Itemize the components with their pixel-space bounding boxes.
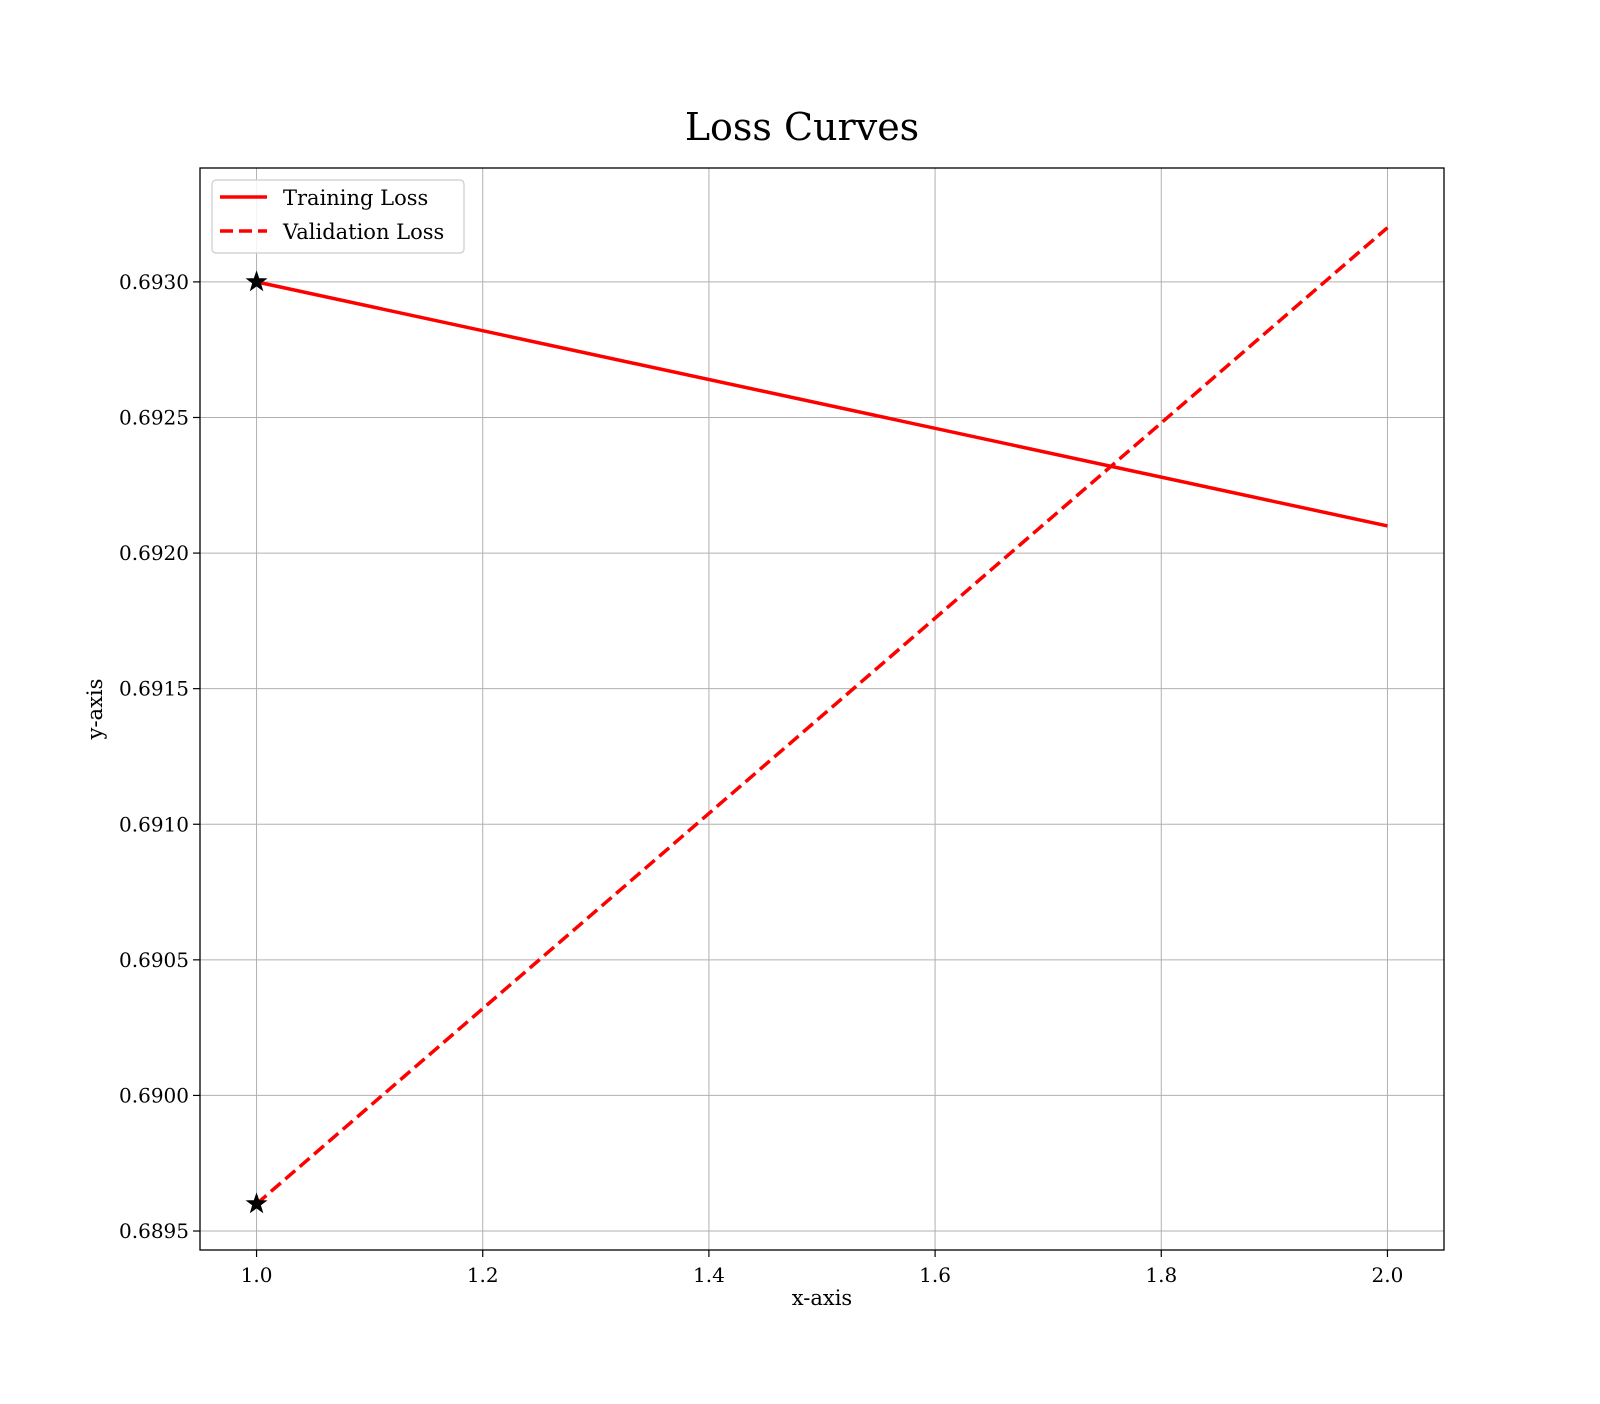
y-tick-label: 0.6895 xyxy=(119,1219,189,1243)
y-tick-label: 0.6930 xyxy=(119,270,189,294)
axis-ticks: 1.0 1.2 1.4 1.6 1.8 2.0 0.6895 0.6900 0.6905 0.69… xyxy=(119,270,1403,1287)
series-lines xyxy=(255,226,1389,1206)
star-marker xyxy=(245,1192,268,1214)
x-tick-label: 2.0 xyxy=(1372,1263,1404,1287)
x-tick-label: 1.6 xyxy=(919,1263,951,1287)
y-tick-label: 0.6900 xyxy=(119,1083,189,1107)
plot-frame xyxy=(199,167,1445,1251)
chart-title: Loss Curves xyxy=(685,105,919,149)
y-tick-label: 0.6925 xyxy=(119,405,189,429)
x-tick-label: 1.8 xyxy=(1145,1263,1177,1287)
x-tick-label: 1.2 xyxy=(467,1263,499,1287)
series-line-validation-loss xyxy=(255,226,1389,1206)
legend-label-training-loss: Training Loss xyxy=(283,186,428,210)
star-markers xyxy=(245,270,268,1214)
y-tick-label: 0.6910 xyxy=(119,812,189,836)
y-tick-label: 0.6905 xyxy=(119,948,189,972)
x-tick-label: 1.4 xyxy=(693,1263,725,1287)
legend-box xyxy=(211,179,465,254)
legend-label-validation-loss: Validation Loss xyxy=(282,220,444,244)
grid-lines xyxy=(200,168,1444,1250)
y-tick-label: 0.6915 xyxy=(119,677,189,701)
x-tick-label: 1.0 xyxy=(241,1263,273,1287)
series-line-training-loss xyxy=(256,280,1388,528)
legend: Training Loss Validation Loss xyxy=(211,179,465,254)
y-tick-label: 0.6920 xyxy=(119,541,189,565)
y-axis-label: y-axis xyxy=(83,679,107,741)
star-marker xyxy=(245,270,268,292)
x-axis-label: x-axis xyxy=(792,1286,852,1310)
